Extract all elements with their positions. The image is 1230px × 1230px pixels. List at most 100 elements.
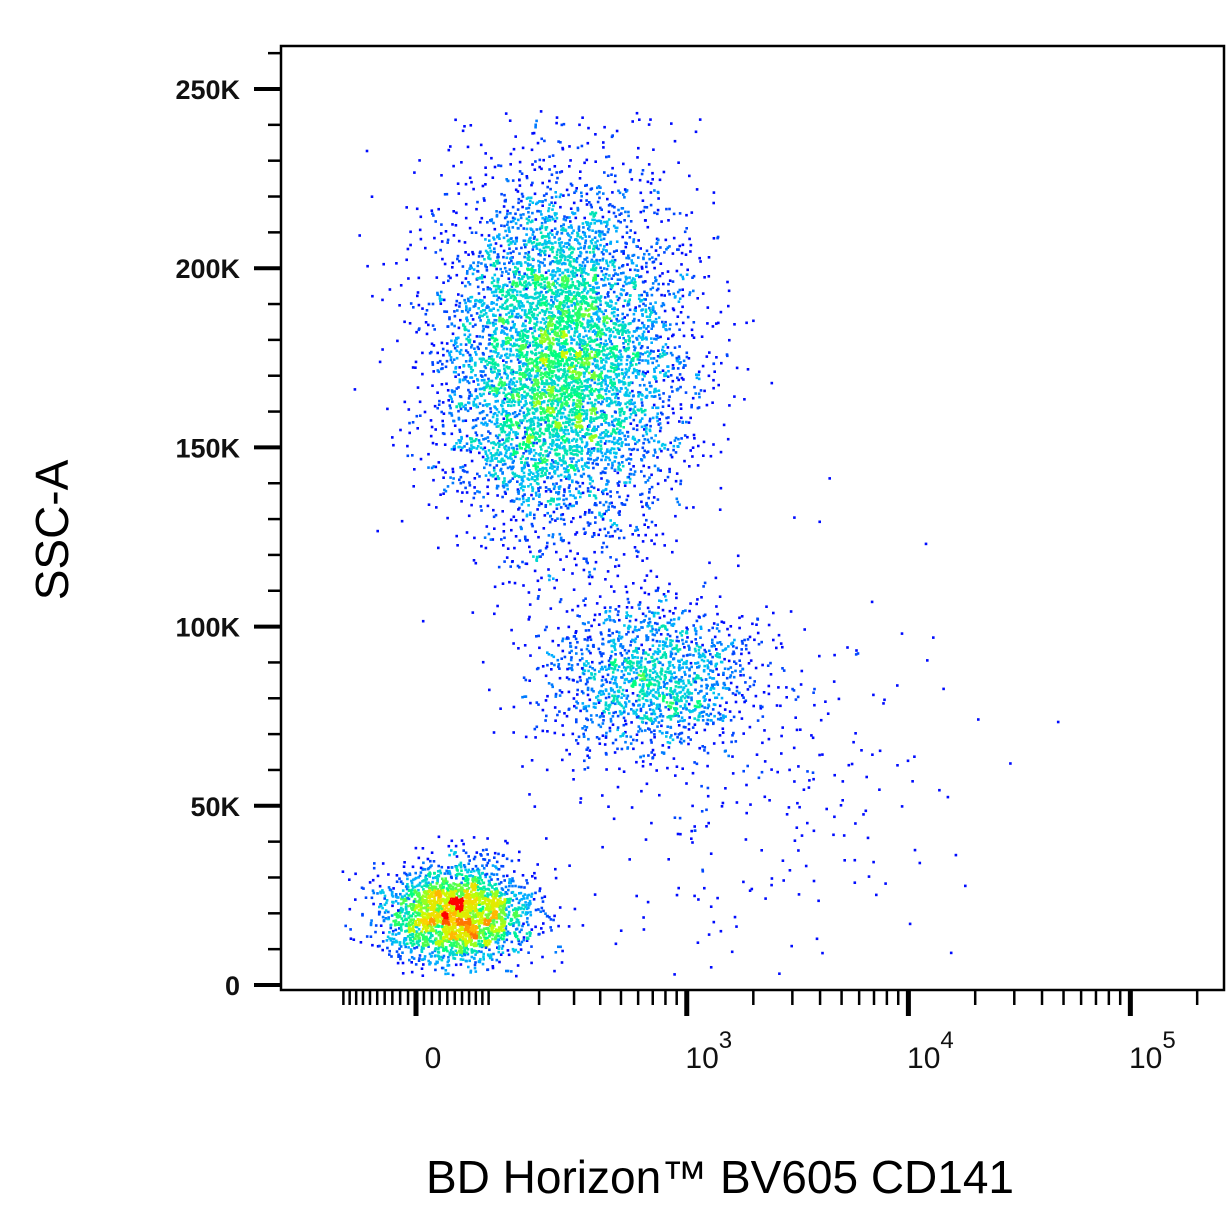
event-dot	[447, 884, 450, 887]
event-dot	[472, 949, 476, 952]
event-dot	[556, 230, 559, 234]
event-dot	[433, 954, 437, 958]
event-dot	[623, 188, 627, 191]
event-dot	[511, 290, 515, 294]
event-dot	[405, 929, 409, 933]
event-dot	[528, 934, 532, 937]
event-dot	[418, 881, 422, 885]
event-dot	[599, 471, 603, 475]
event-dot	[568, 490, 571, 493]
event-dot	[424, 902, 427, 906]
event-dot	[496, 448, 500, 452]
event-dot	[551, 375, 554, 378]
event-dot	[574, 356, 578, 359]
event-dot	[579, 338, 582, 342]
event-dot	[569, 236, 573, 239]
event-dot	[463, 938, 466, 942]
event-dot	[407, 894, 410, 897]
event-dot	[581, 408, 584, 412]
event-dot	[522, 500, 525, 504]
event-dot	[456, 182, 460, 185]
event-dot	[649, 309, 652, 312]
event-dot	[487, 306, 490, 309]
event-dot	[461, 491, 464, 494]
event-dot	[558, 485, 562, 488]
event-dot	[455, 953, 458, 956]
event-dot	[422, 879, 426, 882]
event-dot	[438, 884, 442, 888]
event-dot	[602, 278, 606, 282]
event-dot	[453, 953, 456, 956]
event-dot	[421, 847, 425, 850]
event-dot	[613, 529, 617, 533]
event-dot	[522, 227, 526, 230]
event-dot	[528, 408, 531, 412]
event-dot	[695, 373, 698, 376]
event-dot	[518, 170, 522, 173]
event-dot	[556, 248, 560, 252]
event-dot	[427, 931, 430, 935]
event-dot	[566, 475, 570, 479]
event-dot	[426, 916, 430, 920]
event-dot	[424, 878, 427, 882]
event-dot	[518, 899, 522, 902]
event-dot	[557, 140, 560, 143]
event-dot	[464, 878, 468, 881]
event-dot	[519, 891, 523, 895]
event-dot	[551, 371, 554, 375]
event-dot	[538, 889, 541, 893]
event-dot	[512, 459, 515, 463]
event-dot	[396, 339, 399, 343]
event-dot	[632, 352, 635, 356]
event-dot	[606, 302, 610, 305]
event-dot	[539, 210, 542, 213]
event-dot	[459, 905, 463, 909]
event-dot	[421, 894, 425, 897]
event-dot	[598, 511, 601, 515]
event-dot	[653, 464, 657, 468]
event-dot	[489, 334, 492, 337]
event-dot	[620, 407, 624, 410]
event-dot	[400, 928, 403, 931]
event-dot	[475, 926, 479, 930]
event-dot	[484, 913, 488, 917]
event-dot	[517, 942, 521, 946]
event-dot	[495, 905, 499, 908]
event-dot	[637, 439, 641, 442]
event-dot	[489, 452, 493, 455]
event-dot	[474, 953, 477, 956]
event-dot	[509, 343, 512, 346]
event-dot	[576, 300, 579, 303]
event-dot	[464, 959, 468, 963]
event-dot	[488, 907, 491, 911]
event-dot	[470, 231, 474, 234]
event-dot	[518, 483, 522, 486]
event-dot	[457, 402, 461, 406]
event-dot	[585, 409, 589, 412]
event-dot	[517, 859, 521, 862]
event-dot	[475, 909, 479, 912]
event-dot	[458, 888, 461, 892]
event-dot	[573, 334, 576, 337]
event-dot	[399, 908, 402, 912]
event-dot	[654, 276, 657, 279]
event-dot	[512, 922, 516, 925]
event-dot	[417, 888, 420, 892]
event-dot	[471, 917, 475, 920]
event-dot	[474, 323, 477, 327]
event-dot	[391, 904, 394, 908]
event-dot	[525, 920, 529, 924]
event-dot	[459, 921, 462, 925]
event-dot	[501, 951, 505, 954]
event-dot	[516, 488, 520, 491]
event-dot	[580, 365, 584, 368]
event-dot	[579, 380, 583, 383]
event-dot	[383, 911, 387, 914]
event-dot	[601, 257, 605, 261]
event-dot	[553, 969, 556, 973]
event-dot	[429, 882, 432, 886]
event-dot	[624, 210, 627, 214]
event-dot	[509, 881, 512, 885]
event-dot	[501, 510, 504, 513]
event-dot	[472, 913, 475, 916]
